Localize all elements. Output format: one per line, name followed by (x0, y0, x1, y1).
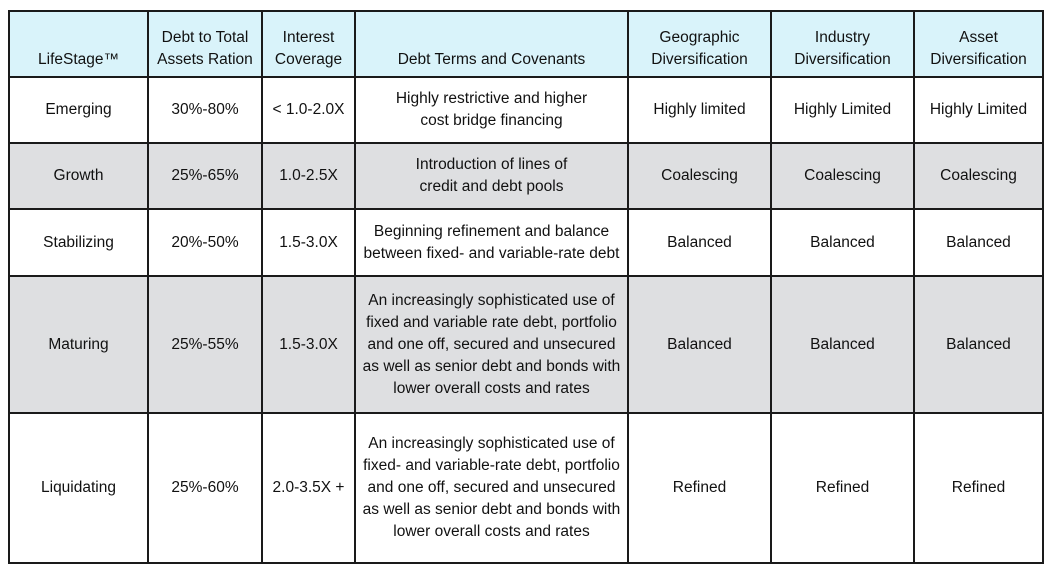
cell-asset: Balanced (913, 275, 1044, 414)
header-industry-diversification: Industry Diversification (770, 10, 915, 78)
header-interest-coverage: Interest Coverage (261, 10, 356, 78)
header-lifestage: LifeStage™ (8, 10, 149, 78)
cell-geographic: Coalescing (627, 142, 772, 210)
cell-asset: Balanced (913, 208, 1044, 277)
lifestage-table-wrapper: LifeStage™ Debt to Total Assets Ration I… (8, 10, 1044, 564)
cell-coverage: 2.0-3.5X + (261, 412, 356, 564)
table-row: Emerging 30%-80% < 1.0-2.0X Highly restr… (8, 76, 1044, 144)
header-debt-to-assets: Debt to Total Assets Ration (147, 10, 263, 78)
cell-stage: Maturing (8, 275, 149, 414)
cell-terms: Highly restrictive and higher cost bridg… (354, 76, 629, 144)
cell-industry: Highly Limited (770, 76, 915, 144)
table-row: Maturing 25%-55% 1.5-3.0X An increasingl… (8, 275, 1044, 414)
cell-debt-ratio: 20%-50% (147, 208, 263, 277)
cell-debt-ratio: 25%-65% (147, 142, 263, 210)
cell-geographic: Refined (627, 412, 772, 564)
cell-asset: Highly Limited (913, 76, 1044, 144)
cell-debt-ratio: 30%-80% (147, 76, 263, 144)
header-geographic-diversification: Geographic Diversification (627, 10, 772, 78)
header-debt-terms: Debt Terms and Covenants (354, 10, 629, 78)
cell-stage: Growth (8, 142, 149, 210)
header-row: LifeStage™ Debt to Total Assets Ration I… (8, 10, 1044, 78)
cell-coverage: 1.5-3.0X (261, 275, 356, 414)
lifestage-debt-table: LifeStage™ Debt to Total Assets Ration I… (8, 10, 1044, 564)
cell-debt-ratio: 25%-60% (147, 412, 263, 564)
cell-terms: Beginning refinement and balance between… (354, 208, 629, 277)
cell-geographic: Balanced (627, 275, 772, 414)
cell-industry: Balanced (770, 208, 915, 277)
cell-asset: Refined (913, 412, 1044, 564)
cell-debt-ratio: 25%-55% (147, 275, 263, 414)
cell-industry: Coalescing (770, 142, 915, 210)
cell-geographic: Highly limited (627, 76, 772, 144)
header-asset-diversification: Asset Diversification (913, 10, 1044, 78)
cell-coverage: 1.5-3.0X (261, 208, 356, 277)
cell-stage: Emerging (8, 76, 149, 144)
cell-terms: An increasingly sophisticated use of fix… (354, 275, 629, 414)
cell-terms: An increasingly sophisticated use of fix… (354, 412, 629, 564)
table-row: Growth 25%-65% 1.0-2.5X Introduction of … (8, 142, 1044, 210)
table-row: Liquidating 25%-60% 2.0-3.5X + An increa… (8, 412, 1044, 564)
cell-stage: Liquidating (8, 412, 149, 564)
cell-asset: Coalescing (913, 142, 1044, 210)
cell-geographic: Balanced (627, 208, 772, 277)
cell-terms: Introduction of lines of credit and debt… (354, 142, 629, 210)
cell-industry: Balanced (770, 275, 915, 414)
cell-industry: Refined (770, 412, 915, 564)
cell-coverage: < 1.0-2.0X (261, 76, 356, 144)
cell-coverage: 1.0-2.5X (261, 142, 356, 210)
table-row: Stabilizing 20%-50% 1.5-3.0X Beginning r… (8, 208, 1044, 277)
cell-stage: Stabilizing (8, 208, 149, 277)
